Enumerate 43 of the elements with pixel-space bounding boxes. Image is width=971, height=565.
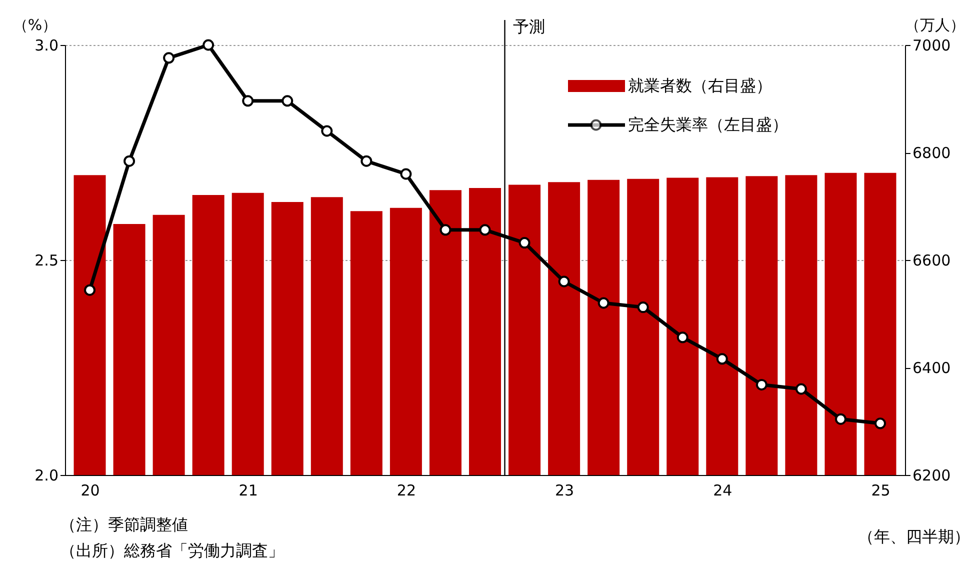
point	[360, 155, 372, 167]
x-tick-label: 21	[238, 482, 258, 500]
point	[440, 224, 452, 236]
point	[756, 378, 768, 390]
point	[637, 302, 649, 314]
x-tick-label: 20	[80, 482, 100, 500]
y-tick-label: 3.0	[34, 36, 58, 54]
point	[242, 95, 254, 107]
y2-tick-label: 7000	[912, 36, 951, 54]
y2-axis-title: （万人）	[905, 16, 965, 34]
x-tick-label: 22	[396, 482, 416, 500]
point	[163, 52, 175, 64]
point	[202, 39, 214, 51]
x-tick-label: 23	[555, 482, 574, 500]
y-axis-title: （%）	[12, 16, 58, 34]
point	[479, 224, 491, 236]
y-tick-label: 2.5	[34, 252, 58, 270]
point	[282, 95, 294, 107]
legend-label: 就業者数（右目盛）	[628, 76, 772, 95]
point	[874, 418, 886, 430]
y-tick-label: 2.0	[34, 466, 58, 484]
point	[598, 297, 610, 309]
y2-tick-label: 6200	[912, 466, 951, 484]
ref-line-label: 予測	[512, 17, 545, 36]
text: （注）季節調整値	[60, 515, 188, 534]
point	[558, 276, 570, 288]
point	[716, 353, 728, 365]
y2-tick-label: 6800	[912, 144, 951, 162]
x-tick-label: 24	[713, 482, 732, 500]
point	[321, 125, 333, 137]
point	[84, 284, 96, 296]
point	[518, 237, 530, 249]
point	[795, 383, 807, 395]
y2-tick-label: 6600	[912, 252, 951, 270]
point	[400, 168, 412, 180]
point	[834, 413, 846, 425]
legend-label: 完全失業率（左目盛）	[628, 115, 788, 134]
y2-tick-label: 6400	[912, 359, 951, 377]
x-tick-label: 25	[871, 482, 890, 500]
point	[676, 332, 688, 344]
point	[124, 155, 136, 167]
text: （出所）総務省「労働力調査」	[60, 541, 284, 560]
text: （年、四半期）	[858, 527, 970, 546]
